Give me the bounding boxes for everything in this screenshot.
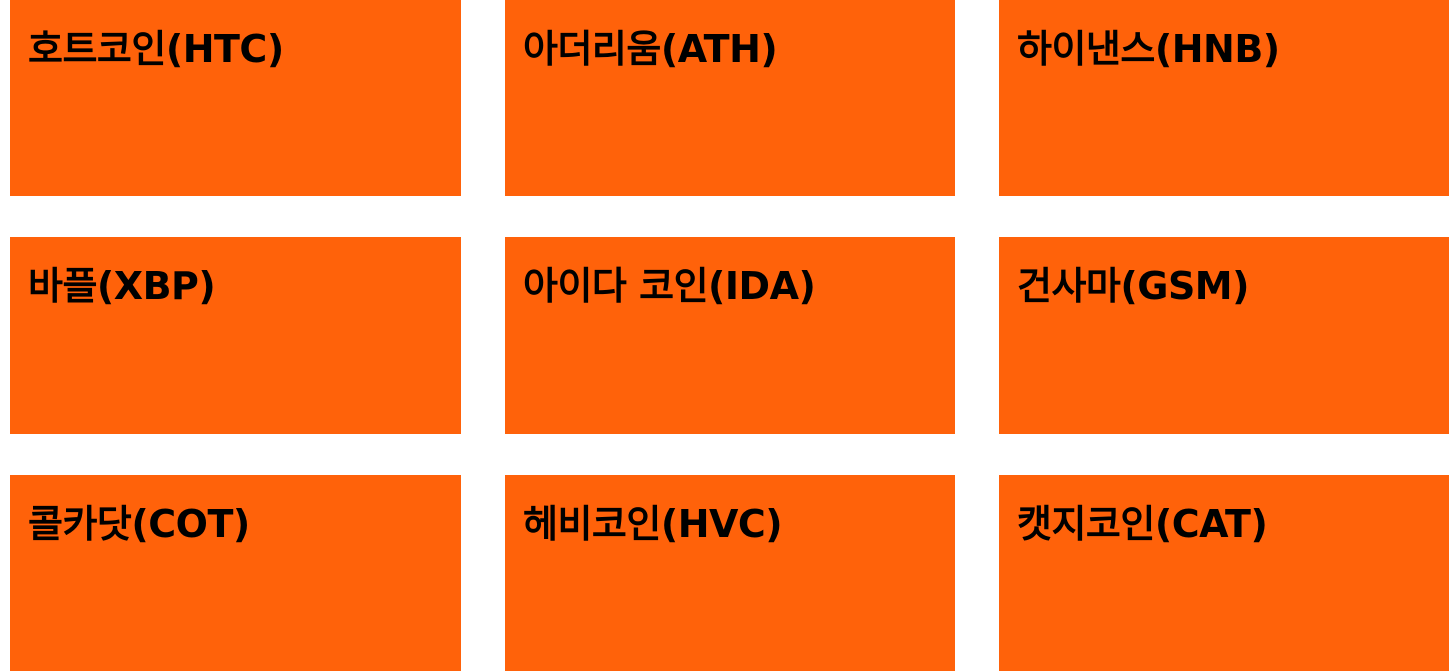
coin-card-title: 호트코인(HTC) <box>28 27 284 71</box>
coin-card-cot[interactable]: 콜카닷(COT) <box>10 475 461 671</box>
coin-card-title: 바플(XBP) <box>28 264 216 308</box>
coin-card-hvc[interactable]: 헤비코인(HVC) <box>505 475 955 671</box>
coin-card-xbp[interactable]: 바플(XBP) <box>10 237 461 434</box>
coin-card-title: 콜카닷(COT) <box>28 502 250 546</box>
coin-card-hnb[interactable]: 하이낸스(HNB) <box>999 0 1449 196</box>
coin-card-ida[interactable]: 아이다 코인(IDA) <box>505 237 955 434</box>
coin-card-gsm[interactable]: 건사마(GSM) <box>999 237 1449 434</box>
coin-card-htc[interactable]: 호트코인(HTC) <box>10 0 461 196</box>
coin-card-title: 아더리움(ATH) <box>523 27 778 71</box>
coin-card-title: 헤비코인(HVC) <box>523 502 783 546</box>
coin-card-cat[interactable]: 캣지코인(CAT) <box>999 475 1449 671</box>
coin-card-title: 건사마(GSM) <box>1017 264 1250 308</box>
coin-card-title: 하이낸스(HNB) <box>1017 27 1280 71</box>
coin-card-ath[interactable]: 아더리움(ATH) <box>505 0 955 196</box>
coin-card-title: 아이다 코인(IDA) <box>523 264 816 308</box>
coin-card-title: 캣지코인(CAT) <box>1017 502 1268 546</box>
